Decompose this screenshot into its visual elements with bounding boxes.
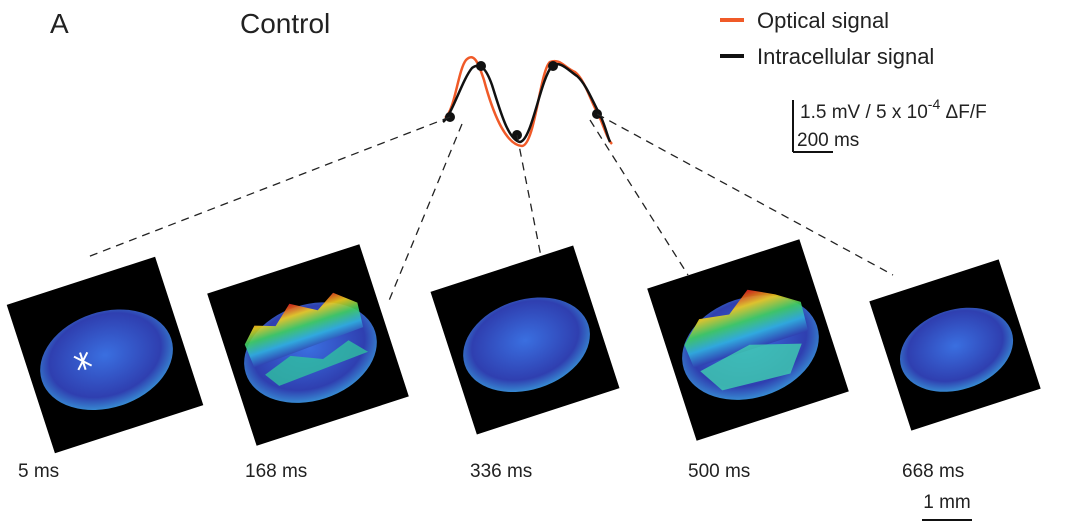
frame-images (6, 239, 1041, 454)
panel-label: A (50, 8, 69, 39)
time-label: 168 ms (245, 461, 307, 482)
time-label: 336 ms (470, 461, 532, 482)
intracellular-trace (442, 62, 612, 144)
frame-image (430, 245, 620, 435)
frame-image (207, 244, 409, 446)
frame-image (647, 239, 849, 441)
panel-title: Control (240, 8, 330, 39)
legend-label: Optical signal (757, 8, 889, 33)
frame-image (6, 256, 204, 454)
time-label: 500 ms (688, 461, 750, 482)
traces (442, 56, 613, 148)
scale-bars: 1.5 mV / 5 x 10-4 ΔF/F 200 ms 1 mm (792, 96, 987, 521)
time-label: 668 ms (902, 461, 964, 482)
legend: Optical signal Intracellular signal (720, 8, 934, 69)
scale-label: 200 ms (797, 130, 859, 151)
time-label: 5 ms (18, 461, 59, 482)
legend-label: Intracellular signal (757, 44, 934, 69)
scale-label: 1.5 mV / 5 x 10-4 ΔF/F (800, 96, 987, 123)
frame-image (869, 259, 1041, 431)
time-labels: 5 ms 168 ms 336 ms 500 ms 668 ms (18, 461, 964, 482)
scale-label: 1 mm (923, 492, 971, 513)
